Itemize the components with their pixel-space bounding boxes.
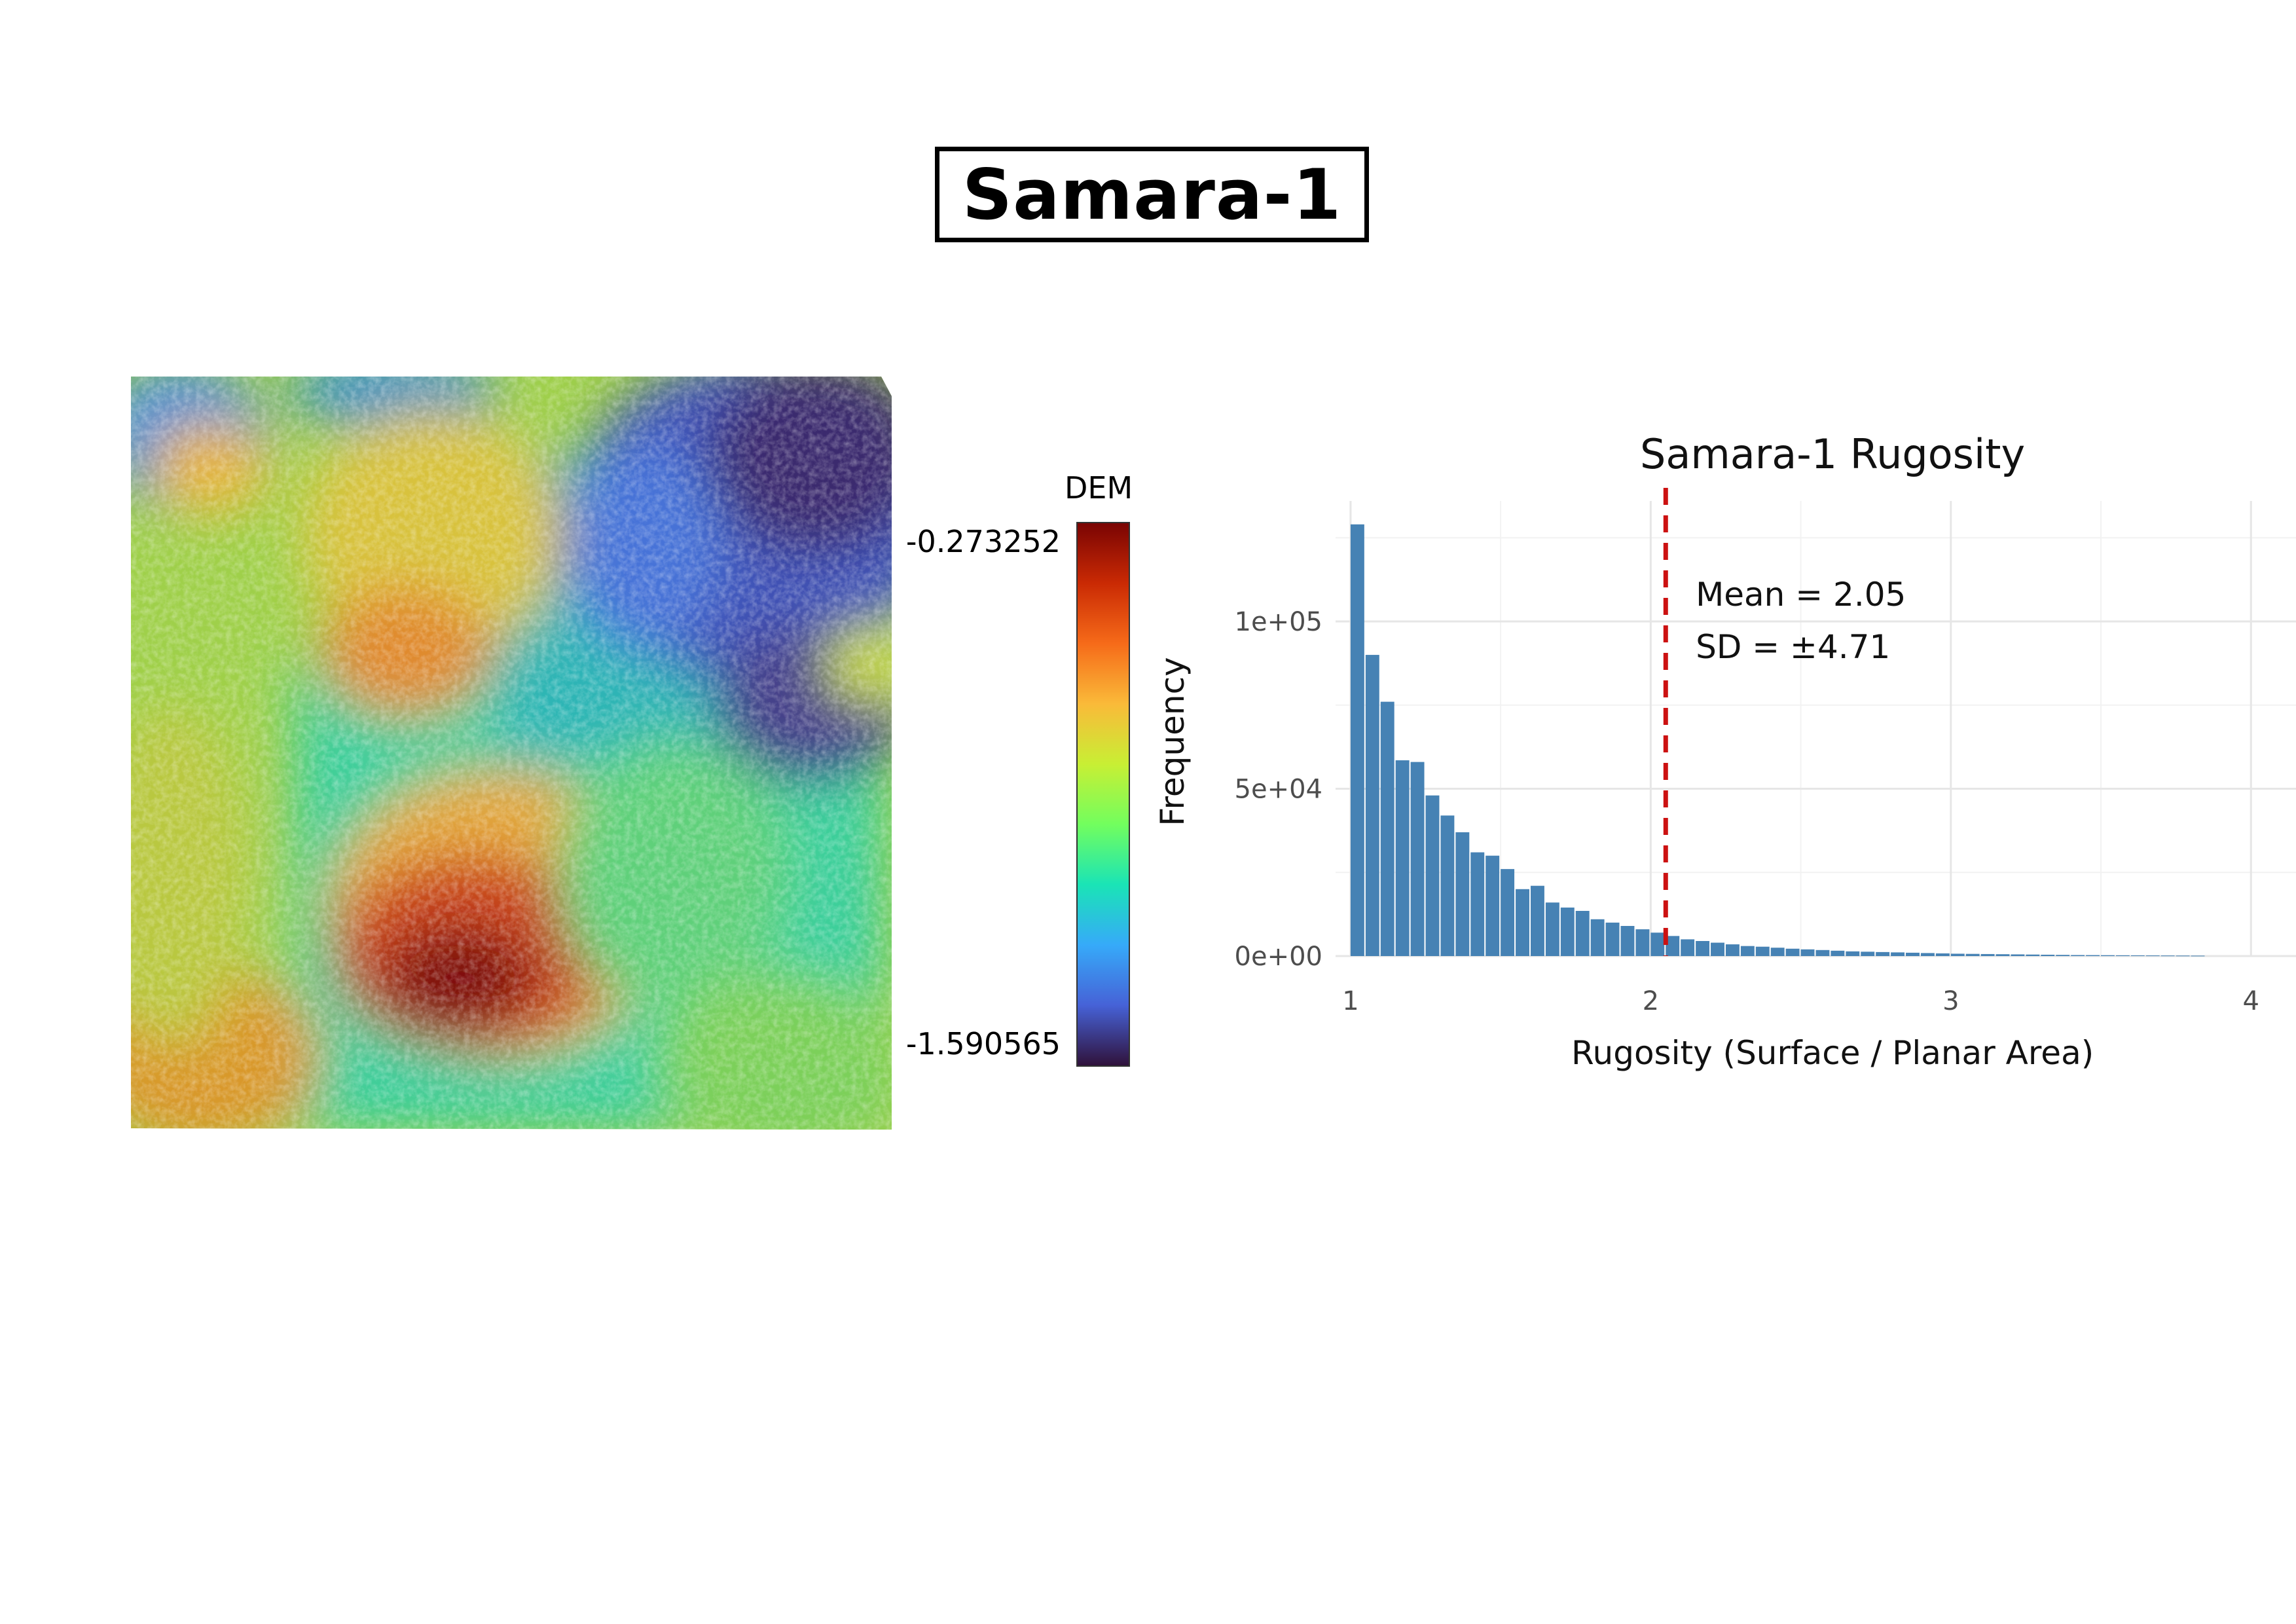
- histogram-bar: [1365, 655, 1379, 956]
- histogram-bar: [2130, 955, 2145, 956]
- histogram-bar: [1635, 929, 1650, 956]
- histogram-bar: [1350, 524, 1364, 956]
- histogram-bar: [1846, 951, 1860, 956]
- histogram-bar: [1501, 869, 1515, 956]
- histogram-bar: [1935, 953, 1950, 956]
- histogram-bar: [1920, 953, 1935, 956]
- histogram-bar: [1755, 946, 1770, 956]
- legend-title: DEM: [1065, 470, 1133, 506]
- rugosity-chart: Mean = 2.05 SD = ±4.71 1 2 3 4 0e+00 5e+04 1e+05…: [1139, 419, 2296, 1074]
- x-tick-label: 3: [1942, 986, 1959, 1016]
- histogram-bar: [1861, 951, 1875, 956]
- histogram-bar: [1470, 852, 1485, 956]
- histogram-bar: [1516, 889, 1529, 956]
- histogram-bar: [1906, 952, 1920, 956]
- y-axis-label: Frequency: [1154, 657, 1192, 826]
- histogram-bar: [1425, 795, 1440, 956]
- x-tick-label: 4: [2243, 986, 2259, 1016]
- histogram-bar: [2115, 955, 2130, 956]
- title-box: Samara-1: [935, 147, 1369, 242]
- histogram-bar: [2101, 955, 2115, 956]
- chart-title: Samara-1 Rugosity: [1640, 430, 2025, 478]
- histogram-bar: [2041, 954, 2055, 956]
- histogram-bar: [1380, 701, 1394, 956]
- annotation-sd: SD = ±4.71: [1696, 628, 1890, 666]
- histogram-bar: [1891, 952, 1905, 956]
- histogram-bar: [1620, 926, 1635, 956]
- histogram-bar: [1560, 907, 1575, 956]
- legend-min-label: -1.590565: [905, 1026, 1061, 1061]
- histogram-bar: [1681, 939, 1695, 956]
- histogram-bar: [1711, 942, 1724, 956]
- histogram-bar: [1440, 815, 1455, 956]
- annotation-mean: Mean = 2.05: [1696, 576, 1906, 614]
- histogram-bar: [1605, 922, 1620, 956]
- histogram-bar: [1725, 944, 1740, 956]
- x-tick-label: 1: [1342, 986, 1358, 1016]
- y-tick-label: 1e+05: [1235, 607, 1322, 637]
- histogram-bar: [1530, 885, 1544, 956]
- histogram-bar: [2026, 954, 2040, 956]
- histogram-bar: [1575, 911, 1590, 956]
- x-tick-label: 2: [1643, 986, 1659, 1016]
- histogram-bar: [2176, 955, 2190, 957]
- histogram-bar: [1740, 946, 1755, 956]
- dem-colorbar: [1076, 522, 1130, 1067]
- histogram-bar: [2071, 955, 2085, 956]
- histogram-bar: [1696, 941, 1710, 956]
- histogram-bar: [1995, 954, 2010, 956]
- dem-map-panel: [131, 377, 892, 1130]
- rugosity-histogram: Mean = 2.05 SD = ±4.71 1 2 3 4 0e+00 5e+04 1e+05…: [1154, 430, 2296, 1072]
- histogram-bar: [2011, 954, 2025, 956]
- histogram-bar: [1455, 832, 1470, 956]
- histogram-bar: [1770, 948, 1785, 956]
- histogram-bar: [1980, 953, 1995, 956]
- histogram-bar: [1410, 762, 1425, 956]
- histogram-bar: [1485, 855, 1500, 956]
- y-tick-label: 5e+04: [1235, 774, 1322, 804]
- legend-max-label: -0.273252: [905, 524, 1061, 559]
- histogram-bar: [1800, 949, 1815, 956]
- histogram-bar: [1666, 936, 1680, 956]
- histogram-bar: [1965, 953, 1980, 956]
- histogram-bar: [1590, 919, 1605, 956]
- histogram-bar: [2160, 955, 2175, 957]
- histogram-bar: [1395, 760, 1410, 956]
- histogram-bar: [1650, 932, 1665, 956]
- histogram-bar: [2191, 955, 2205, 957]
- histogram-bar: [1950, 953, 1965, 956]
- histogram-bar: [1815, 950, 1830, 956]
- dem-map: [131, 377, 892, 1130]
- histogram-bar: [2086, 955, 2100, 956]
- histogram-bar: [2056, 955, 2070, 956]
- histogram-bar: [1545, 902, 1559, 956]
- histogram-bar: [1785, 948, 1800, 956]
- histogram-bar: [1876, 951, 1890, 956]
- histogram-bar: [1831, 950, 1845, 956]
- page-title: Samara-1: [962, 154, 1342, 235]
- histogram-bar: [2145, 955, 2160, 957]
- x-axis-label: Rugosity (Surface / Planar Area): [1571, 1034, 2094, 1072]
- y-tick-label: 0e+00: [1235, 942, 1322, 972]
